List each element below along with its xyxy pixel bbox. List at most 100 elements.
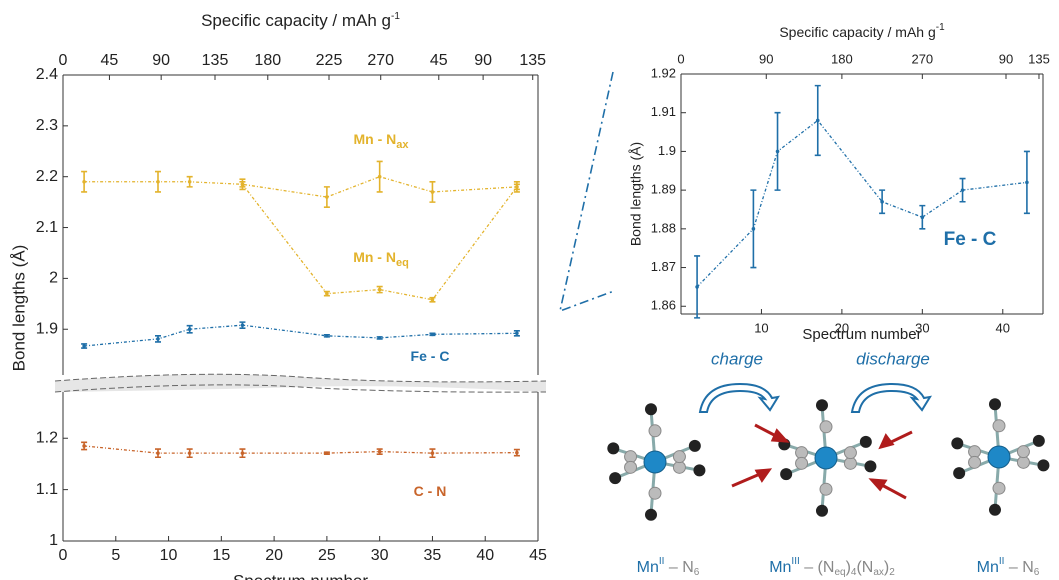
x-tick-label: 40 (476, 547, 494, 564)
y-tick-label: 2.3 (36, 117, 58, 134)
point (880, 200, 884, 204)
x-tick-label: 0 (59, 547, 68, 564)
atom-c (780, 468, 792, 480)
series-label: Mn - Nax (353, 131, 409, 151)
series-name-sub: ax (396, 139, 409, 151)
point (82, 344, 86, 348)
label-part: Mn (769, 559, 791, 576)
atom-n (993, 482, 1005, 494)
atom-c (645, 403, 657, 415)
title-sup: -1 (391, 11, 400, 22)
y-tick-label: 1.92 (651, 65, 676, 80)
atom-n (1017, 446, 1029, 458)
atom-n (649, 487, 661, 499)
point (188, 451, 192, 455)
figure: charge discharge MnII – N6 MnIII – (Neq)… (0, 0, 1059, 580)
y-tick-label: 1.89 (651, 182, 676, 197)
x-axis-title: Spectrum number (233, 571, 368, 580)
atom-n (796, 457, 808, 469)
label-part: 6 (1034, 567, 1040, 578)
x-tick-label: 10 (754, 320, 768, 335)
point (921, 215, 925, 219)
atom-metal (815, 447, 837, 469)
top-x-tick-label: 0 (677, 51, 684, 66)
point (241, 183, 245, 187)
y-tick-label: 1.2 (36, 429, 58, 446)
molecules (607, 398, 1049, 520)
atom-n (844, 447, 856, 459)
zoom-guide (560, 72, 614, 311)
point (156, 337, 160, 341)
y-tick-label: 1.88 (651, 220, 676, 235)
point (325, 334, 329, 338)
top-x-tick-label: 90 (152, 52, 170, 69)
point (961, 188, 965, 192)
label-part: 2 (889, 567, 895, 578)
x-tick-label: 30 (371, 547, 389, 564)
series-line (84, 325, 517, 346)
series-name: Fe - C (944, 229, 997, 250)
series-name: Mn - N (353, 131, 396, 147)
arrow-label: charge (711, 349, 763, 368)
atom-c (989, 398, 1001, 410)
point (515, 451, 519, 455)
atom-c (1033, 435, 1045, 447)
point (188, 180, 192, 184)
x-tick-label: 45 (529, 547, 547, 564)
x-tick-label: 20 (265, 547, 283, 564)
label-part: Mn (637, 559, 659, 576)
top-x-tick-label: 135 (519, 52, 546, 69)
atom-c (693, 464, 705, 476)
top-x-tick-label: 0 (59, 52, 68, 69)
y-tick-label: 1.87 (651, 259, 676, 274)
label-part: – (N (800, 559, 835, 576)
top-x-tick-label: 90 (759, 51, 773, 66)
y-tick-label: 1.86 (651, 298, 676, 313)
point (325, 451, 329, 455)
label-part: – N (664, 559, 693, 576)
point (325, 292, 329, 296)
series-name-sub: eq (396, 257, 409, 269)
atom-c (1037, 459, 1049, 471)
atom-c (816, 505, 828, 517)
y-tick-label: 2 (49, 270, 58, 287)
point (82, 444, 86, 448)
top-x-tick-label: 45 (101, 52, 119, 69)
atom-c (816, 399, 828, 411)
title-text: Specific capacity / mAh g (201, 11, 391, 30)
atom-metal (644, 451, 666, 473)
series-line (84, 177, 517, 197)
point (82, 180, 86, 184)
y-tick-label: 1.9 (36, 320, 58, 337)
scheme-label: MnIII – (Neq)4(Nax)2 (769, 556, 895, 578)
point (156, 180, 160, 184)
atom-n (820, 483, 832, 495)
point (241, 451, 245, 455)
top-x-tick-label: 225 (316, 52, 343, 69)
x-tick-label: 15 (212, 547, 230, 564)
arrow-label: discharge (856, 349, 930, 368)
y-axis-title: Bond lengths (Å) (628, 142, 644, 246)
atom-c (609, 472, 621, 484)
series-label: Fe - C (411, 348, 450, 364)
atom-c (864, 460, 876, 472)
atom-n (820, 421, 832, 433)
y-tick-label: 2.4 (36, 66, 58, 83)
top-x-tick-label: 45 (430, 52, 448, 69)
y-tick-label: 1.1 (36, 481, 58, 498)
point (1025, 181, 1029, 185)
point (515, 332, 519, 336)
top-axis-title: Specific capacity / mAh g-1 (201, 11, 400, 31)
point (241, 323, 245, 327)
y-tick-label: 2.1 (36, 219, 58, 236)
scheme-arrows (700, 384, 930, 412)
point (515, 185, 519, 189)
label-part: Mn (977, 559, 999, 576)
atom-c (689, 440, 701, 452)
point (325, 195, 329, 199)
top-x-tick-label: 180 (831, 51, 853, 66)
x-tick-label: 5 (111, 547, 120, 564)
top-x-tick-label: 270 (911, 51, 933, 66)
top-axis-title: Specific capacity / mAh g-1 (779, 22, 945, 40)
point (378, 336, 382, 340)
